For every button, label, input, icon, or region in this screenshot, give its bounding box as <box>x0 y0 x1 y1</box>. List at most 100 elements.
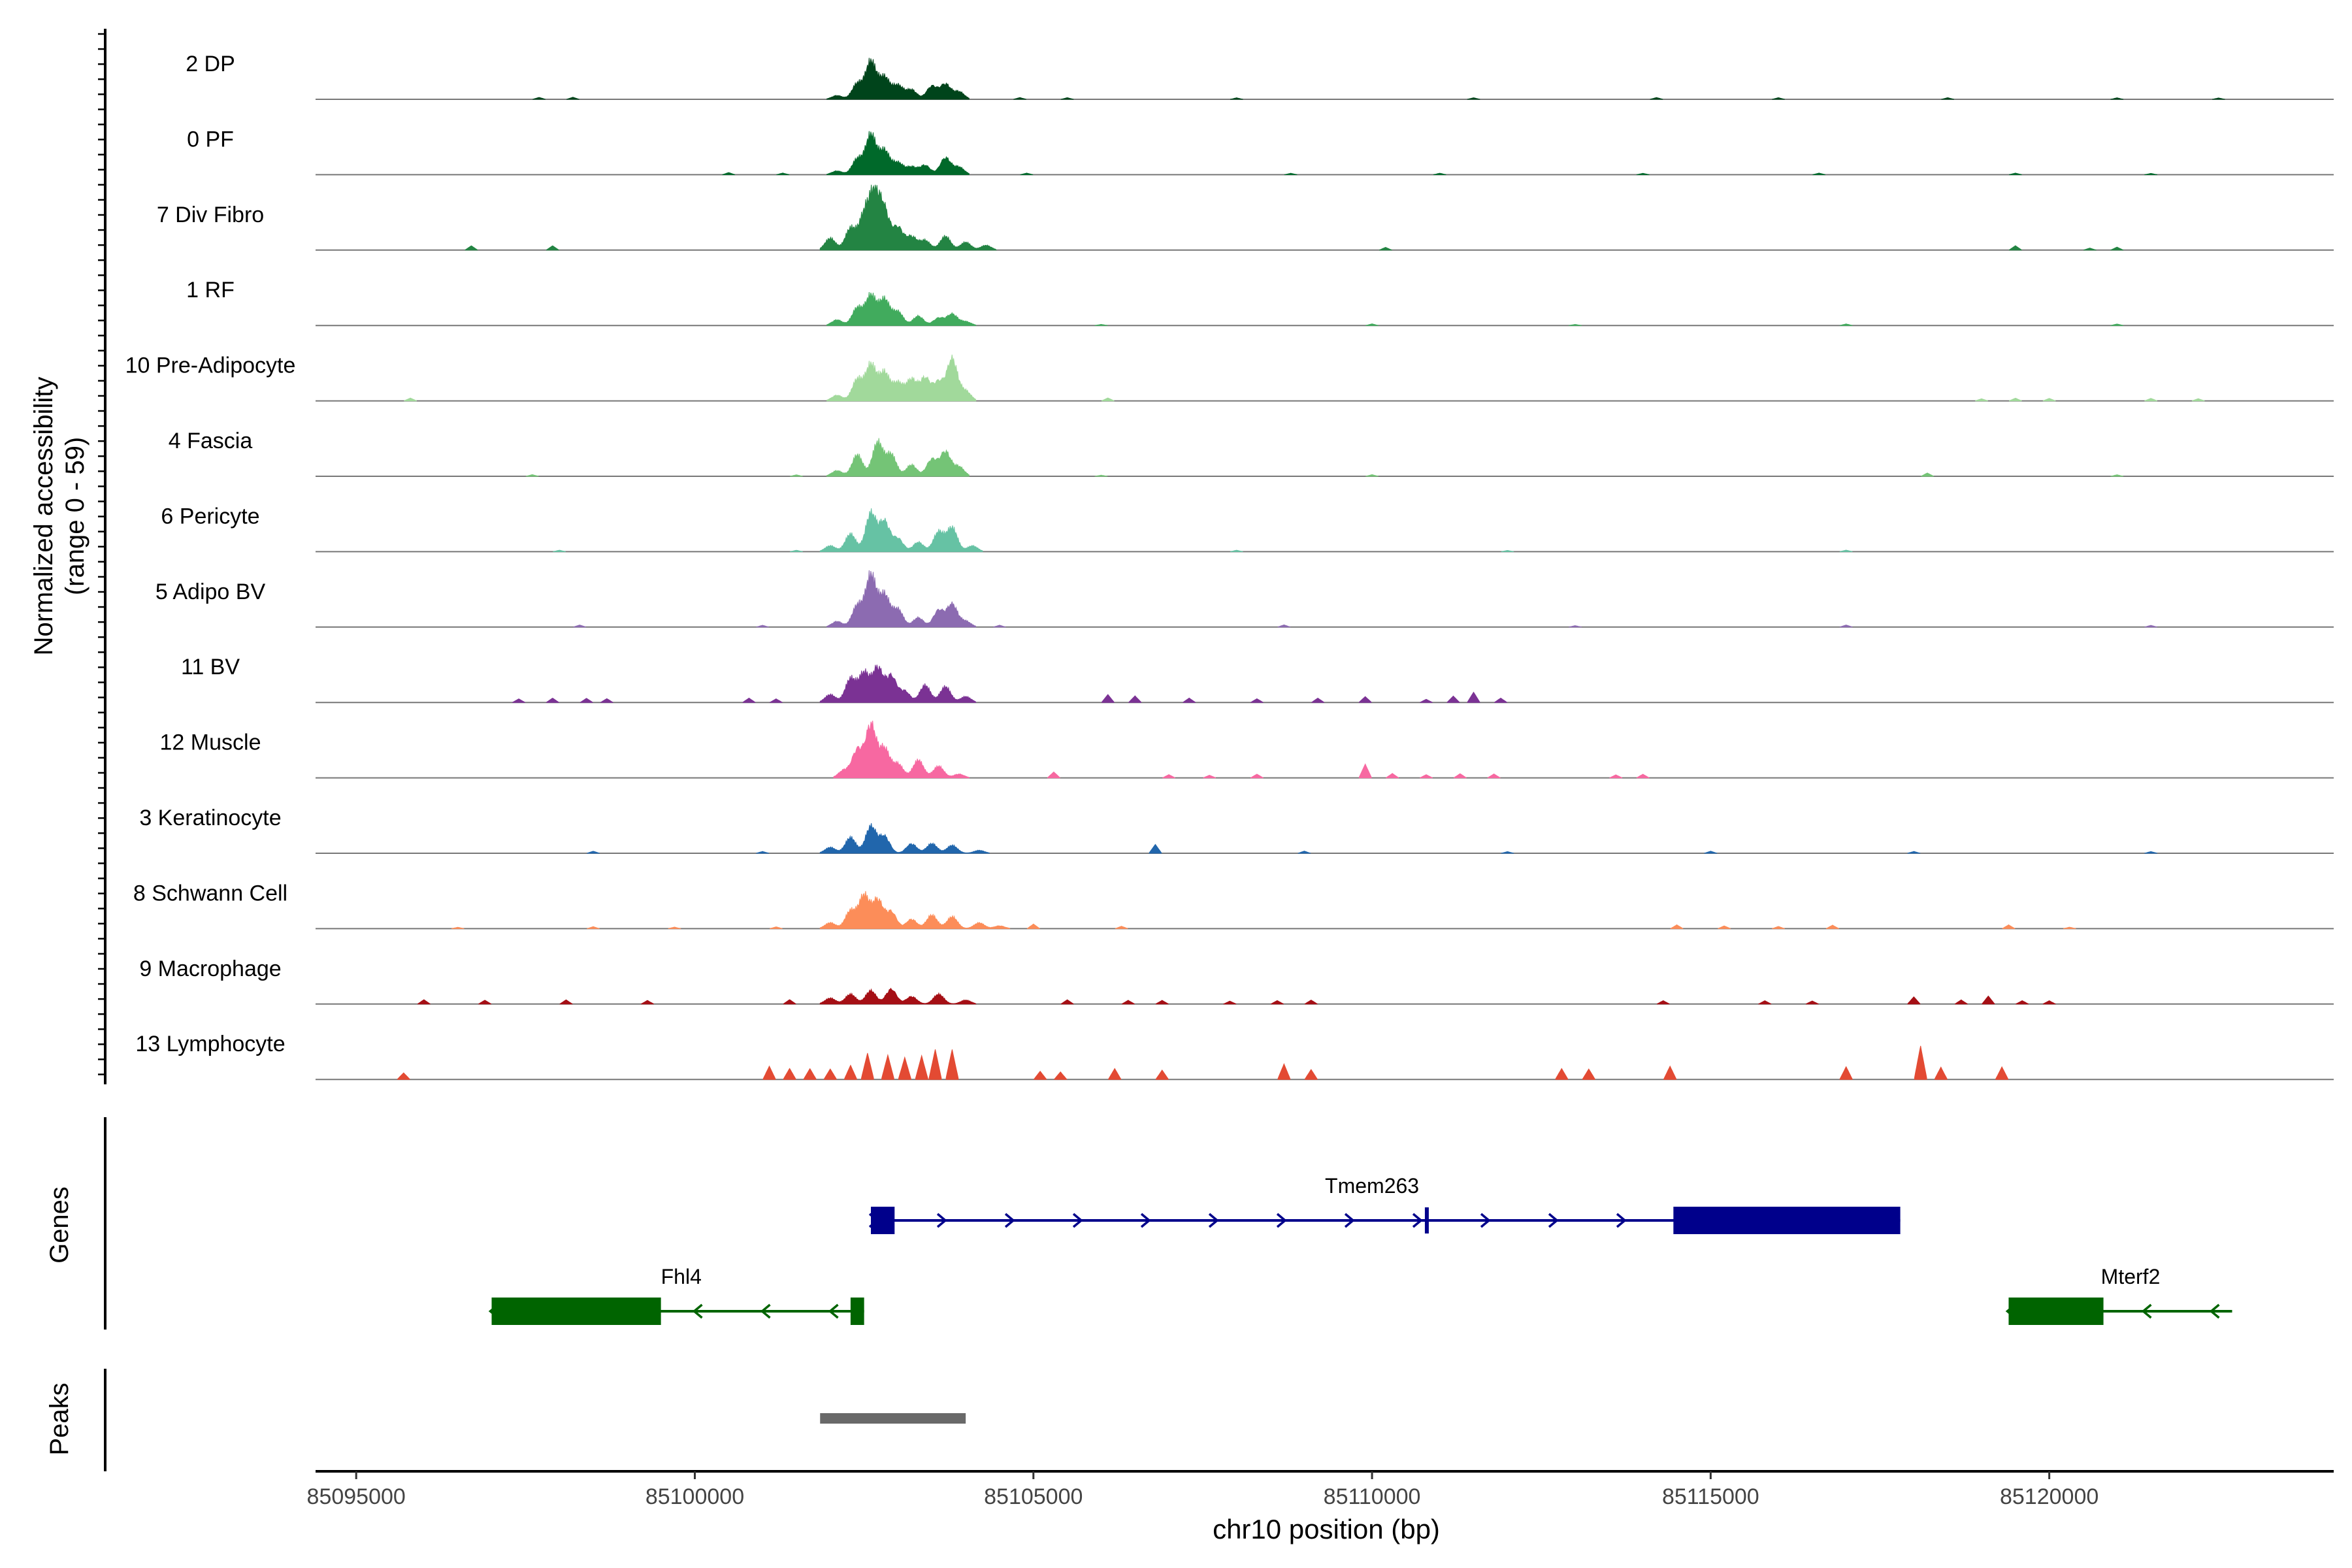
track-small-peak <box>2083 248 2097 251</box>
track-small-peak <box>1454 773 1467 779</box>
track-4: 1 RF <box>186 278 2334 327</box>
strand-arrow <box>2141 1303 2152 1319</box>
track-small-peak <box>824 1068 837 1080</box>
track-small-peak <box>1128 695 1142 703</box>
track-small-peak <box>2191 398 2205 402</box>
track-small-peak <box>404 397 417 402</box>
track-small-peak <box>1365 474 1379 477</box>
track-small-peak <box>1102 694 1115 703</box>
strand-arrow <box>2209 1303 2220 1319</box>
track-13: 9 Macrophage <box>139 956 2334 1005</box>
strand-arrow <box>692 1303 703 1319</box>
track-small-peak <box>1501 851 1514 854</box>
strand-arrow <box>1412 1213 1423 1228</box>
track-small-peak <box>417 999 431 1005</box>
track-small-peak <box>1155 1070 1169 1080</box>
track-small-peak <box>1230 549 1243 552</box>
track-small-peak <box>532 97 546 100</box>
track-small-peak <box>783 999 796 1005</box>
track-small-peak <box>1420 698 1433 703</box>
track-14: 13 Lymphocyte <box>135 1032 2334 1081</box>
track-small-peak <box>1941 97 1954 100</box>
strand-arrow <box>1208 1213 1219 1228</box>
track-small-peak <box>1250 698 1264 703</box>
track-small-peak <box>1758 1000 1772 1005</box>
strand-arrow <box>936 1213 947 1228</box>
track-small-peak <box>1162 774 1175 779</box>
track-small-peak <box>1772 97 1785 100</box>
track-small-peak <box>397 1072 410 1080</box>
track-profile <box>819 664 977 703</box>
track-small-peak <box>512 698 525 703</box>
gene-label: Fhl4 <box>661 1265 702 1288</box>
strand-arrow <box>1480 1213 1491 1228</box>
gene-exon <box>1424 1207 1429 1233</box>
track-label: 12 Muscle <box>160 730 261 755</box>
track-small-peak <box>559 999 573 1005</box>
track-small-peak <box>1501 549 1514 552</box>
track-small-peak <box>1365 323 1379 326</box>
track-small-peak <box>1379 246 1392 251</box>
track-small-peak <box>2009 245 2022 251</box>
track-9: 11 BV <box>181 655 2334 704</box>
track-small-peak <box>1034 1070 1047 1080</box>
track-small-peak <box>1277 1063 1291 1080</box>
track-small-peak <box>1386 773 1399 779</box>
track-small-peak <box>1013 97 1026 100</box>
track-small-peak <box>1183 697 1196 703</box>
x-tick-label: 85105000 <box>984 1484 1083 1509</box>
track-small-peak <box>580 698 593 703</box>
track-small-peak <box>2110 97 2124 100</box>
track-small-peak <box>2144 851 2157 854</box>
track-small-peak <box>1935 1066 1948 1080</box>
gene-exon <box>1673 1207 1901 1234</box>
track-small-peak <box>762 1065 776 1080</box>
track-small-peak <box>1704 851 1718 854</box>
track-small-peak <box>587 926 600 929</box>
track-small-peak <box>898 1056 911 1080</box>
track-small-peak <box>790 474 803 477</box>
strand-arrow <box>1616 1213 1627 1228</box>
track-small-peak <box>844 1064 857 1080</box>
track-small-peak <box>1304 1069 1318 1080</box>
track-small-peak <box>722 172 736 175</box>
track-small-peak <box>1839 625 1853 628</box>
track-small-peak <box>1446 695 1460 703</box>
track-profile <box>819 890 1011 929</box>
track-small-peak <box>1304 1000 1318 1005</box>
track-small-peak <box>1555 1068 1569 1080</box>
track-small-peak <box>756 625 769 628</box>
strand-arrow <box>1140 1213 1151 1228</box>
track-small-peak <box>1060 97 1074 100</box>
track-11: 3 Keratinocyte <box>139 806 2334 854</box>
track-small-peak <box>2144 625 2157 628</box>
track-label: 6 Pericyte <box>161 504 259 529</box>
track-small-peak <box>881 1053 894 1080</box>
track-profile <box>826 57 970 100</box>
x-tick-label: 85095000 <box>307 1484 406 1509</box>
gene-fhl4: Fhl4 <box>488 1265 864 1325</box>
track-small-peak <box>1155 1000 1169 1005</box>
track-small-peak <box>1609 774 1623 779</box>
track-5: 10 Pre-Adipocyte <box>125 353 2334 402</box>
track-small-peak <box>1230 97 1243 100</box>
gene-annotation-panel: Tmem263 Fhl4 Mterf2 <box>104 1117 2232 1330</box>
track-small-peak <box>566 97 580 100</box>
track-small-peak <box>770 926 783 929</box>
track-small-peak <box>756 851 769 854</box>
track-small-peak <box>1826 924 1839 929</box>
track-small-peak <box>928 1049 942 1080</box>
strand-arrow <box>1004 1213 1015 1228</box>
track-small-peak <box>1284 172 1298 175</box>
peak-region <box>820 1413 966 1424</box>
track-small-peak <box>776 172 790 175</box>
x-tick-label: 85120000 <box>2000 1484 2099 1509</box>
track-small-peak <box>783 1068 796 1080</box>
strand-arrow <box>760 1303 771 1319</box>
track-label: 13 Lymphocyte <box>135 1032 285 1056</box>
track-small-peak <box>546 698 559 703</box>
track-label: 5 Adipo BV <box>155 580 266 604</box>
track-small-peak <box>573 625 587 628</box>
track-label: 11 BV <box>181 655 240 679</box>
